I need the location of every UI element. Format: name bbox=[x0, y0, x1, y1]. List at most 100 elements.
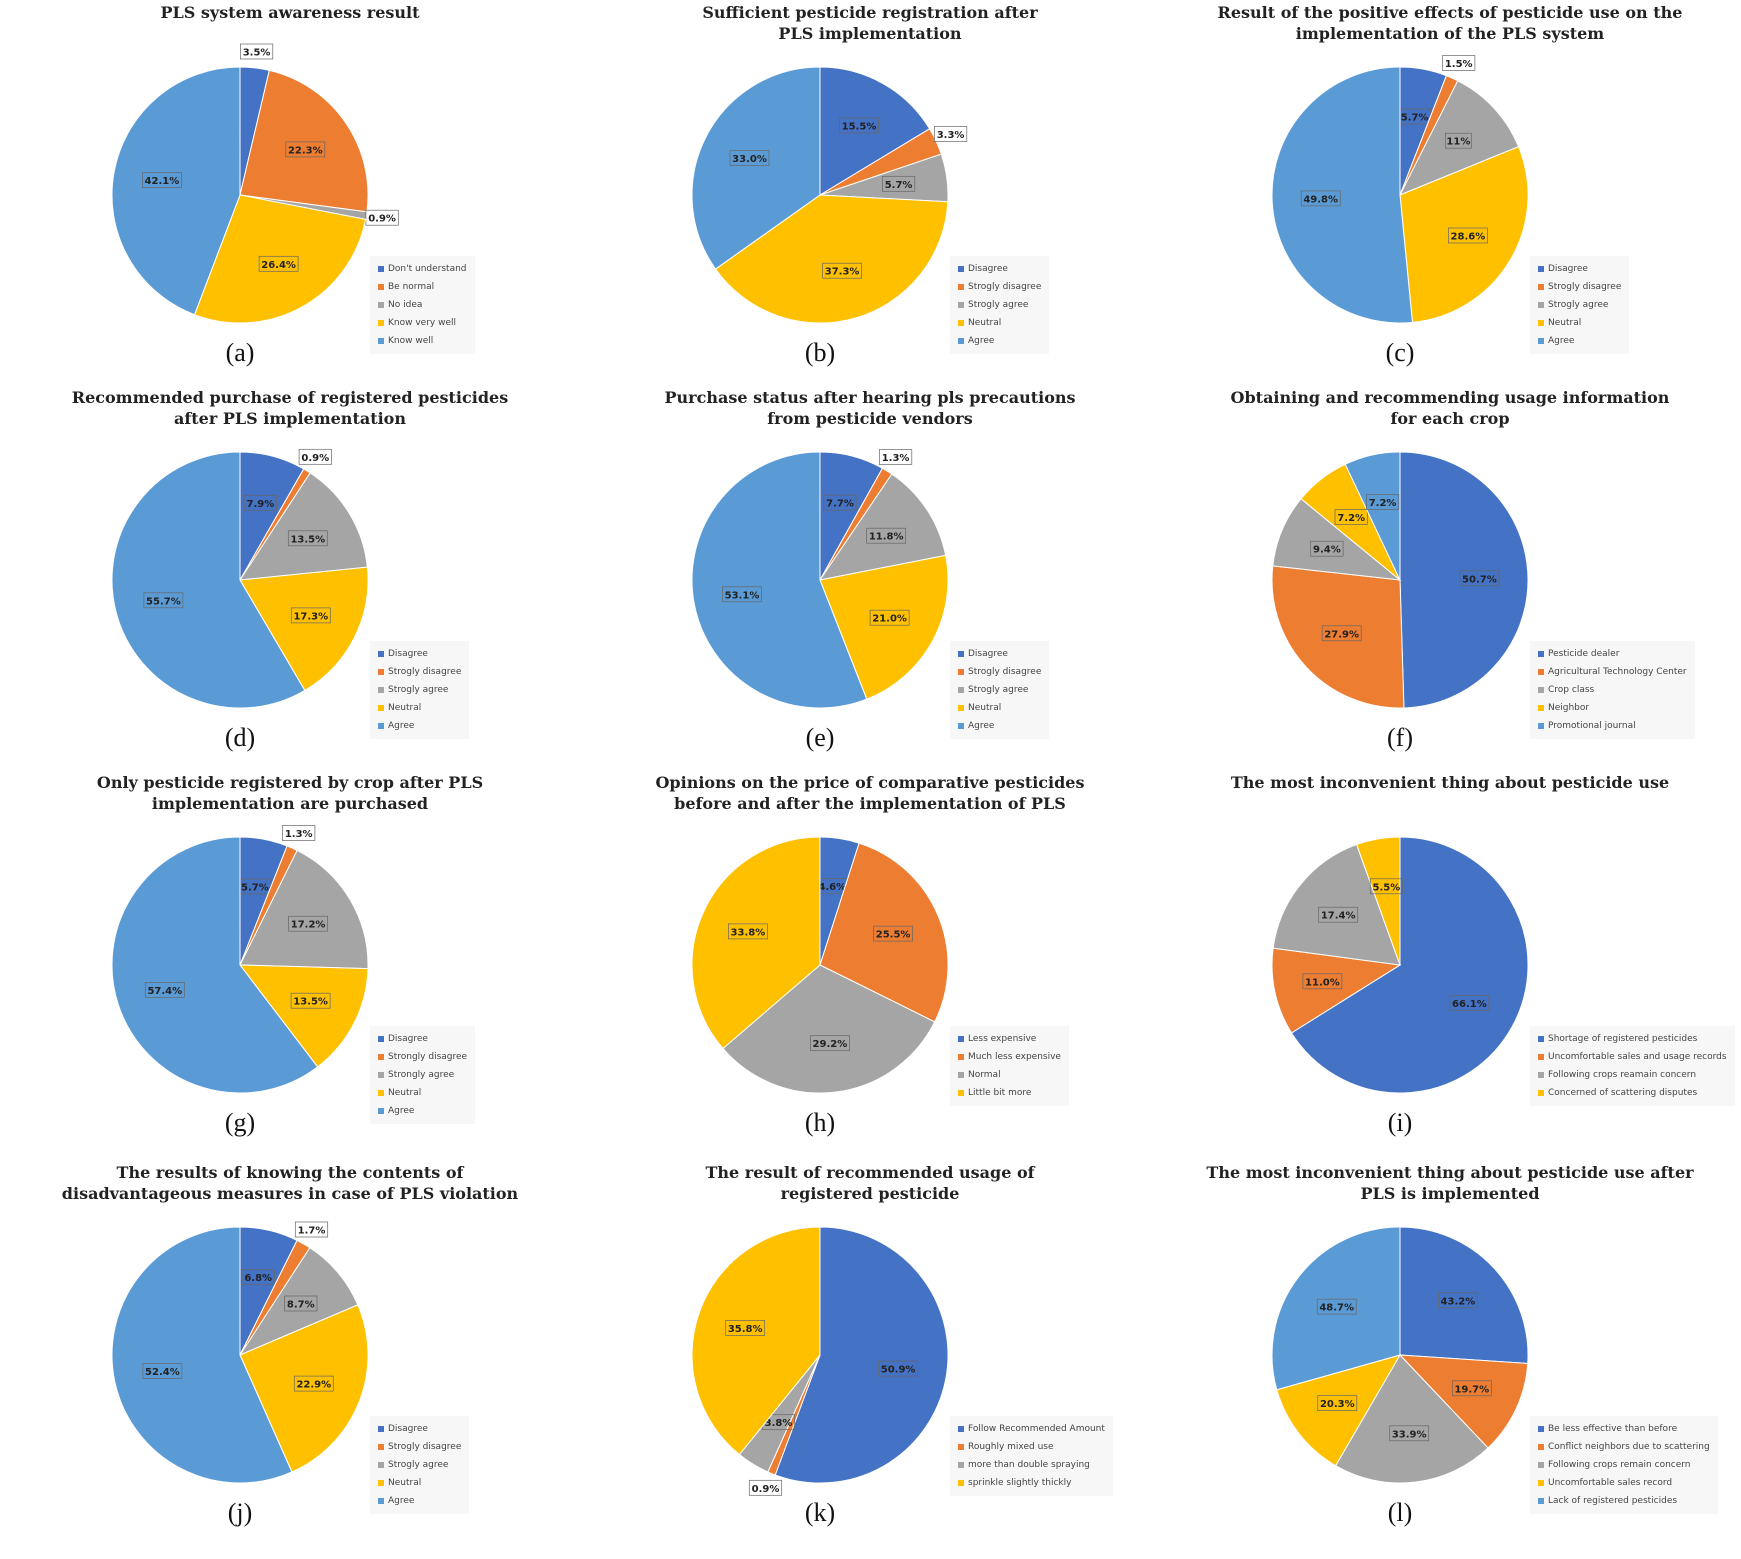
pie-value-label: 22.3% bbox=[288, 145, 323, 156]
legend-swatch bbox=[378, 1036, 384, 1042]
chart-legend: Be less effective than before Conflict ne… bbox=[1530, 1416, 1718, 1514]
pie-value-label: 7.2% bbox=[1337, 513, 1365, 524]
pie-slice bbox=[691, 66, 821, 270]
legend-label: Neutral bbox=[388, 1478, 422, 1488]
legend-swatch bbox=[378, 266, 384, 272]
legend-label: Roughly mixed use bbox=[968, 1442, 1054, 1452]
legend-item: Strogly agree bbox=[378, 681, 461, 699]
pie-value-label-box bbox=[1442, 55, 1476, 71]
chart-legend: Less expensive Much less expensive Normal L… bbox=[950, 1026, 1069, 1106]
legend-swatch bbox=[378, 1108, 384, 1114]
legend-swatch bbox=[958, 687, 964, 693]
legend-item: Disagree bbox=[958, 260, 1041, 278]
legend-swatch bbox=[958, 1090, 964, 1096]
chart-panel-c: Result of the positive effects of pestic… bbox=[1160, 0, 1740, 390]
pie-value-label: 0.9% bbox=[368, 214, 396, 225]
legend-item: Agree bbox=[378, 1492, 461, 1510]
pie-svg: 6.8% 1.7% 8.7% 22.9% 52.4% bbox=[111, 1221, 369, 1484]
pie-value-label: 21.0% bbox=[872, 614, 907, 625]
pie-slice bbox=[1399, 451, 1529, 709]
chart-panel-a: PLS system awareness result 3.5% 22.3% 0.9%… bbox=[0, 0, 580, 390]
legend-swatch bbox=[378, 1072, 384, 1078]
pie-value-label-box bbox=[1369, 878, 1403, 895]
pie-svg: 15.5% 3.3% 5.7% 37.3% 33.0% bbox=[691, 66, 968, 324]
pie-value-label: 5.5% bbox=[1373, 882, 1401, 893]
pie-value-label-box bbox=[1459, 570, 1500, 587]
legend-label: Agree bbox=[968, 721, 995, 731]
legend-swatch bbox=[1538, 1480, 1544, 1486]
legend-item: Concerned of scattering disputes bbox=[1538, 1084, 1727, 1102]
legend-label: Little bit more bbox=[968, 1088, 1032, 1098]
chart-legend: Follow Recommended Amount Roughly mixed u… bbox=[950, 1416, 1113, 1496]
chart-title: The most inconvenient thing about pestic… bbox=[1160, 1162, 1740, 1204]
chart-title: Only pesticide registered by crop after … bbox=[0, 772, 580, 814]
legend-item: Strongly disagree bbox=[378, 1048, 467, 1066]
pie-value-label-box bbox=[241, 1269, 275, 1286]
legend-item: Promotional journal bbox=[1538, 717, 1687, 735]
pie-value-label-box bbox=[1451, 1380, 1492, 1397]
pie-svg: 7.9% 0.9% 13.5% 17.3% 55.7% bbox=[111, 448, 369, 709]
pie-value-label-box bbox=[1448, 227, 1488, 244]
legend-item: Disagree bbox=[378, 1030, 467, 1048]
legend-item: Roughly mixed use bbox=[958, 1438, 1105, 1456]
legend-label: Concerned of scattering disputes bbox=[1548, 1088, 1698, 1098]
panel-label: (h) bbox=[804, 1108, 836, 1137]
legend-label: Disagree bbox=[388, 1034, 428, 1044]
legend-label: No idea bbox=[388, 300, 423, 310]
pie-value-label: 22.9% bbox=[296, 1380, 331, 1391]
legend-swatch bbox=[1538, 320, 1544, 326]
chart-title: The result of recommended usage of regist… bbox=[580, 1162, 1160, 1204]
legend-label: more than double spraying bbox=[968, 1460, 1090, 1470]
legend-swatch bbox=[1538, 723, 1544, 729]
pie-value-label-box bbox=[284, 1295, 318, 1312]
chart-panel-i: The most inconvenient thing about pestic… bbox=[1160, 770, 1740, 1160]
chart-title: Purchase status after hearing pls precau… bbox=[580, 387, 1160, 429]
pie-slice bbox=[691, 836, 821, 1050]
legend-item: Strogly agree bbox=[958, 296, 1041, 314]
legend-label: Strogly disagree bbox=[388, 667, 462, 677]
pie-value-label-box bbox=[1438, 1292, 1478, 1309]
legend-swatch bbox=[958, 669, 964, 675]
pie-value-label-box bbox=[240, 43, 274, 60]
legend-swatch bbox=[1538, 284, 1544, 290]
legend-item: Agree bbox=[958, 332, 1041, 350]
pie-value-label: 43.2% bbox=[1441, 1296, 1476, 1307]
pie-slice bbox=[819, 66, 931, 196]
chart-title-line: The most inconvenient thing about pestic… bbox=[1206, 1163, 1694, 1182]
pie-value-label: 25.5% bbox=[876, 930, 911, 941]
pie-slice bbox=[1334, 1354, 1489, 1484]
chart-legend: Don't understand Be normal No idea Know ver… bbox=[370, 256, 475, 354]
legend-item: Uncomfortable sales record bbox=[1538, 1474, 1710, 1492]
pie-value-label: 5.7% bbox=[885, 180, 913, 191]
legend-swatch bbox=[958, 266, 964, 272]
pie-value-label: 52.4% bbox=[145, 1367, 180, 1378]
chart-title-line: implementation are purchased bbox=[151, 794, 429, 813]
legend-item: Little bit more bbox=[958, 1084, 1061, 1102]
chart-panel-f: Obtaining and recommending usage informa… bbox=[1160, 385, 1740, 775]
chart-panel-l: The most inconvenient thing about pestic… bbox=[1160, 1160, 1740, 1550]
panel-label: (f) bbox=[1387, 723, 1413, 752]
legend-swatch bbox=[1538, 1054, 1544, 1060]
pie-slice bbox=[691, 451, 868, 709]
pie-svg: 5.7% 1.5% 11% 28.6% 49.8% bbox=[1271, 55, 1529, 324]
pie-value-label: 1.3% bbox=[285, 829, 313, 840]
legend-label: Agree bbox=[388, 1496, 415, 1506]
chart-legend: Pesticide dealer Agricultural Technology … bbox=[1530, 641, 1695, 739]
legend-label: Disagree bbox=[1548, 264, 1588, 274]
legend-swatch bbox=[1538, 1426, 1544, 1432]
pie-slice bbox=[239, 69, 369, 213]
pie-value-label-box bbox=[143, 592, 184, 609]
pie-value-label: 11.0% bbox=[1305, 977, 1340, 988]
pie-value-label: 55.7% bbox=[146, 596, 181, 607]
legend-label: Agree bbox=[1548, 336, 1575, 346]
chart-title-line: PLS system awareness result bbox=[160, 3, 420, 22]
chart-legend: Disagree Strogly disagree Strogly agree Neu… bbox=[1530, 256, 1630, 354]
pie-value-label-box bbox=[293, 1375, 334, 1392]
pie-value-label-box bbox=[243, 494, 277, 511]
pie-value-label-box bbox=[1449, 995, 1490, 1011]
chart-title: The results of knowing the contents of di… bbox=[0, 1162, 580, 1204]
pie-value-label: 28.6% bbox=[1451, 232, 1486, 243]
legend-swatch bbox=[958, 651, 964, 657]
panel-label: (g) bbox=[224, 1108, 256, 1137]
pie-value-label-box bbox=[1310, 540, 1344, 557]
